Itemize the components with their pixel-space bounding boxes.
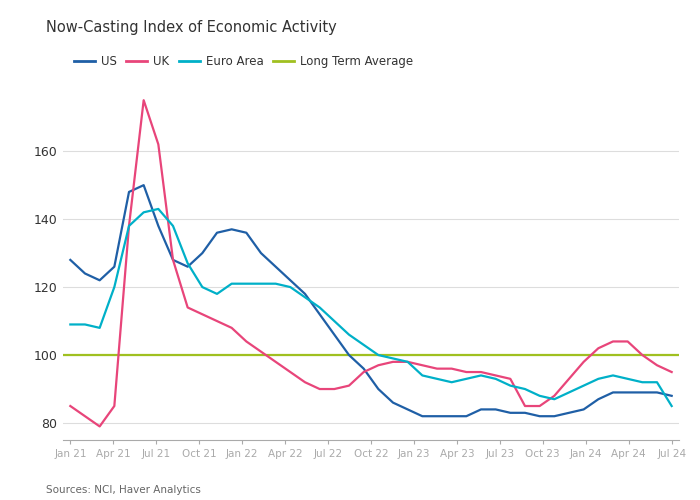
Text: Sources: NCI, Haver Analytics: Sources: NCI, Haver Analytics — [46, 485, 200, 495]
Text: Now-Casting Index of Economic Activity: Now-Casting Index of Economic Activity — [46, 20, 336, 35]
Legend: US, UK, Euro Area, Long Term Average: US, UK, Euro Area, Long Term Average — [69, 50, 418, 73]
